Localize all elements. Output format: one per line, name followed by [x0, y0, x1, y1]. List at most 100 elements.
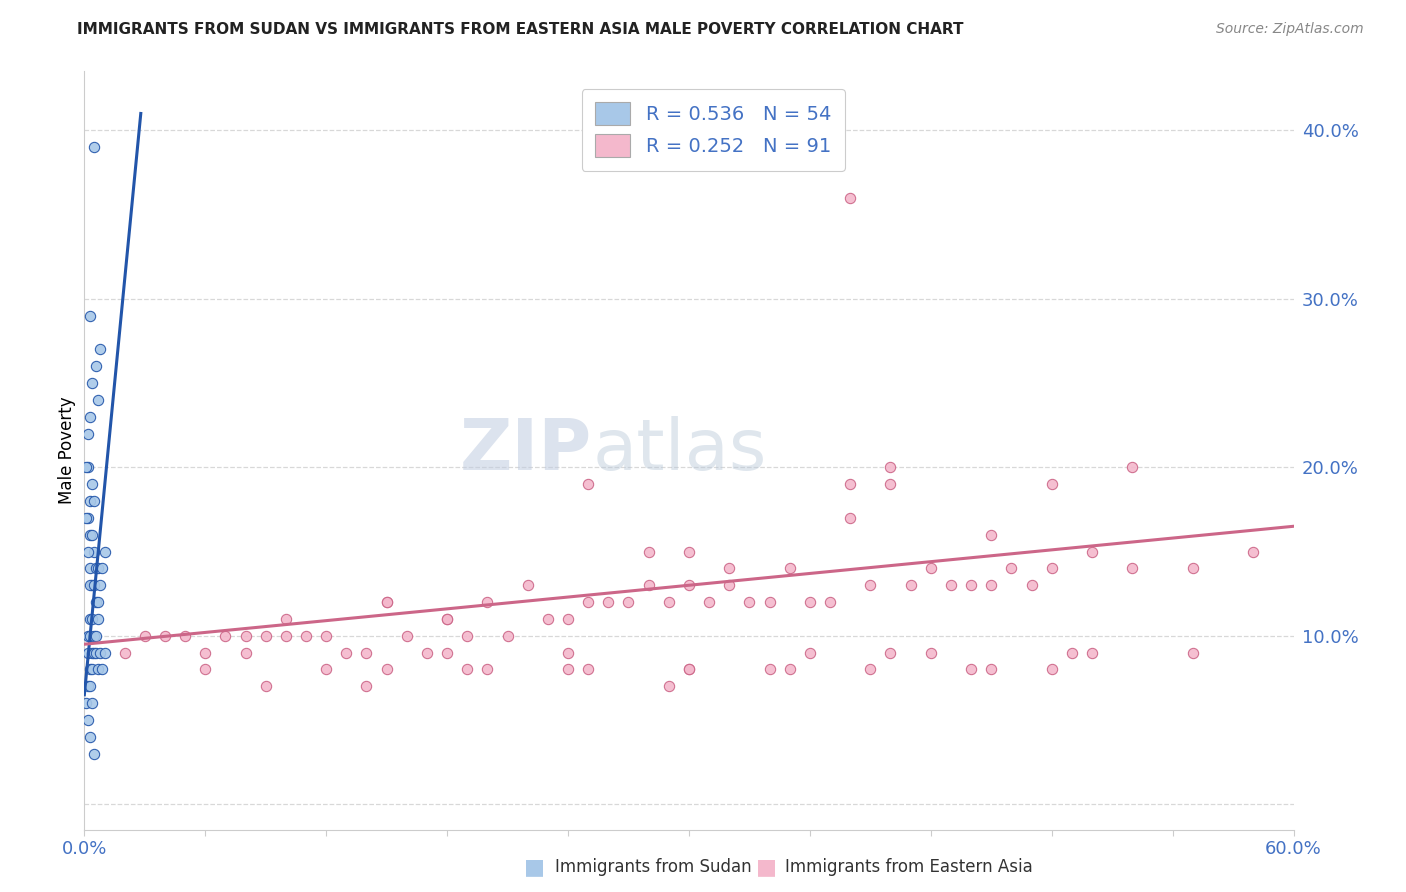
Point: [174, 629, 197, 643]
Point: [900, 578, 922, 592]
Point: [477, 595, 499, 609]
Point: [779, 663, 801, 677]
Point: [75, 696, 97, 710]
Point: [274, 629, 297, 643]
Point: [79, 494, 101, 508]
Point: [77, 511, 100, 525]
Point: [79, 561, 101, 575]
Point: [678, 663, 700, 677]
Point: [295, 629, 318, 643]
Text: ■: ■: [756, 857, 776, 877]
Point: [375, 595, 398, 609]
Point: [879, 460, 901, 475]
Point: [83, 646, 105, 660]
Point: [658, 679, 681, 693]
Point: [879, 646, 901, 660]
Text: Immigrants from Eastern Asia: Immigrants from Eastern Asia: [785, 858, 1032, 876]
Point: [194, 646, 217, 660]
Point: [83, 747, 105, 761]
Point: [477, 663, 499, 677]
Point: [1040, 663, 1063, 677]
Point: [89, 343, 111, 357]
Point: [637, 544, 659, 558]
Point: [1060, 646, 1083, 660]
Point: [83, 629, 105, 643]
Point: [335, 646, 357, 660]
Point: [678, 578, 700, 592]
Point: [82, 612, 104, 626]
Text: atlas: atlas: [592, 416, 766, 485]
Point: [79, 309, 101, 323]
Point: [557, 663, 579, 677]
Point: [678, 544, 700, 558]
Y-axis label: Male Poverty: Male Poverty: [58, 397, 76, 504]
Point: [254, 629, 277, 643]
Point: [86, 646, 108, 660]
Point: [114, 646, 136, 660]
Point: [75, 460, 97, 475]
Point: [1121, 460, 1143, 475]
Point: [82, 646, 104, 660]
Point: [89, 646, 111, 660]
Point: [1121, 561, 1143, 575]
Point: [980, 527, 1002, 541]
Point: [1000, 561, 1022, 575]
Text: Source: ZipAtlas.com: Source: ZipAtlas.com: [1216, 22, 1364, 37]
Point: [920, 561, 942, 575]
Point: [758, 663, 780, 677]
Point: [91, 561, 114, 575]
Point: [315, 629, 337, 643]
Point: [77, 629, 100, 643]
Point: [939, 578, 962, 592]
Point: [91, 663, 114, 677]
Point: [83, 578, 105, 592]
Point: [82, 527, 104, 541]
Point: [617, 595, 640, 609]
Point: [93, 544, 115, 558]
Point: [235, 646, 257, 660]
Point: [235, 629, 257, 643]
Point: [839, 477, 862, 491]
Point: [1040, 561, 1063, 575]
Text: IMMIGRANTS FROM SUDAN VS IMMIGRANTS FROM EASTERN ASIA MALE POVERTY CORRELATION C: IMMIGRANTS FROM SUDAN VS IMMIGRANTS FROM…: [77, 22, 965, 37]
Point: [758, 595, 780, 609]
Point: [254, 679, 277, 693]
Point: [960, 663, 983, 677]
Point: [436, 646, 458, 660]
Point: [799, 595, 821, 609]
Point: [416, 646, 439, 660]
Point: [86, 629, 108, 643]
Point: [1081, 544, 1104, 558]
Point: [153, 629, 176, 643]
Point: [77, 544, 100, 558]
Text: Immigrants from Sudan: Immigrants from Sudan: [555, 858, 752, 876]
Point: [77, 679, 100, 693]
Point: [576, 663, 599, 677]
Point: [87, 561, 110, 575]
Point: [1241, 544, 1264, 558]
Point: [456, 663, 478, 677]
Point: [77, 426, 100, 441]
Point: [1081, 646, 1104, 660]
Point: [799, 646, 821, 660]
Point: [1181, 561, 1204, 575]
Point: [194, 663, 217, 677]
Point: [879, 477, 901, 491]
Point: [598, 595, 620, 609]
Point: [738, 595, 761, 609]
Point: [87, 663, 110, 677]
Point: [79, 679, 101, 693]
Point: [87, 392, 110, 407]
Point: [1021, 578, 1043, 592]
Point: [214, 629, 236, 643]
Point: [1181, 646, 1204, 660]
Point: [839, 511, 862, 525]
Point: [82, 578, 104, 592]
Point: [83, 140, 105, 154]
Point: [960, 578, 983, 592]
Point: [79, 663, 101, 677]
Point: [436, 612, 458, 626]
Point: [77, 646, 100, 660]
Point: [496, 629, 519, 643]
Point: [557, 612, 579, 626]
